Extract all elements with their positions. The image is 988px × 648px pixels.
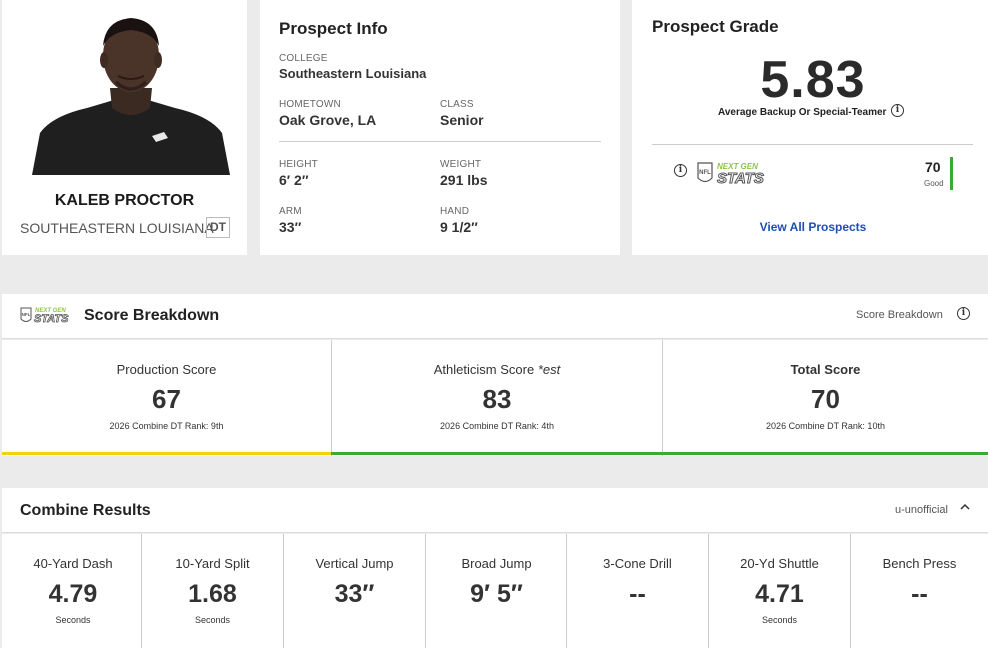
drill-20-yd-shuttle: 20-Yd Shuttle 4.71 Seconds (708, 534, 850, 648)
grade-value: 5.83 (760, 51, 866, 109)
drill-name: 10-Yard Split (175, 556, 250, 571)
info-icon[interactable]: i (891, 104, 904, 117)
score-breakdown-body: Production Score 67 2026 Combine DT Rank… (2, 340, 988, 456)
drill-bench-press: Bench Press -- (850, 534, 988, 648)
score-rank: 2026 Combine DT Rank: 9th (109, 421, 224, 431)
ngs-small-bottom-text: STATS (34, 313, 69, 324)
drill-40-yard-dash: 40-Yard Dash 4.79 Seconds (2, 534, 144, 648)
drill-3-cone: 3-Cone Drill -- (566, 534, 708, 648)
drill-unit: Seconds (55, 615, 91, 625)
drill-value: 9′ 5″ (470, 580, 523, 608)
drill-vertical-jump: Vertical Jump 33″ (283, 534, 425, 648)
position-badge: DT (206, 217, 230, 238)
class-value: Senior (440, 112, 484, 128)
ngs-score-label: Good (924, 179, 944, 188)
score-value: 67 (152, 384, 181, 414)
score-label-text: Athleticism Score *est (433, 362, 561, 377)
player-card: KALEB PROCTOR SOUTHEASTERN LOUISIANA DT (2, 0, 247, 255)
drill-10-yard-split: 10-Yard Split 1.68 Seconds (141, 534, 283, 648)
drill-name: 3-Cone Drill (603, 556, 672, 571)
drill-value: 4.79 (48, 580, 98, 608)
score-label: Production Score (116, 362, 217, 377)
info-icon[interactable]: i (957, 307, 970, 320)
athleticism-total-score-bar (331, 452, 988, 455)
class-label: CLASS (440, 99, 474, 110)
prospect-info-title: Prospect Info (279, 19, 388, 38)
ngs-score-bar (950, 157, 953, 190)
svg-text:NFL: NFL (699, 170, 711, 176)
drill-name: Bench Press (882, 556, 957, 571)
height-label: HEIGHT (279, 159, 318, 170)
prospect-info-card: Prospect Info COLLEGE Southeastern Louis… (260, 0, 620, 255)
score-breakdown-right-label: Score Breakdown (856, 309, 943, 321)
player-school: SOUTHEASTERN LOUISIANA (20, 220, 214, 236)
drill-value: -- (629, 580, 646, 608)
drill-name: Vertical Jump (315, 556, 394, 571)
athleticism-score-column: Athleticism Score *est 83 2026 Combine D… (331, 340, 662, 456)
arm-label: ARM (279, 206, 302, 217)
weight-label: WEIGHT (440, 159, 482, 170)
drill-value: -- (911, 580, 928, 608)
grade-description: Average Backup Or Special-Teamer (718, 107, 887, 118)
chevron-up-icon[interactable] (960, 502, 970, 512)
score-breakdown-header: NFL NEXT GEN STATS Score Breakdown Score… (2, 294, 988, 339)
view-all-prospects-link[interactable]: View All Prospects (759, 220, 867, 234)
ngs-logo-top-text: NEXT GEN (717, 162, 758, 171)
height-value: 6′ 2″ (279, 172, 309, 188)
combine-results-title: Combine Results (20, 502, 151, 519)
production-score-bar (2, 452, 331, 455)
hometown-value: Oak Grove, LA (279, 112, 377, 128)
score-label: Athleticism Score *est (332, 362, 662, 377)
drill-value: 33″ (334, 580, 375, 608)
combine-status: u-unofficial (895, 504, 948, 516)
grade-divider (652, 144, 973, 145)
drill-name: 40-Yard Dash (33, 556, 113, 571)
drill-value: 1.68 (188, 580, 237, 608)
combine-results-header[interactable]: Combine Results u-unofficial (2, 488, 988, 533)
drill-broad-jump: Broad Jump 9′ 5″ (425, 534, 567, 648)
ngs-score: 70 (925, 159, 941, 175)
ngs-small-top-text: NEXT GEN (35, 308, 66, 314)
hometown-label: HOMETOWN (279, 99, 341, 110)
total-score-column: Total Score 70 2026 Combine DT Rank: 10t… (662, 340, 988, 456)
score-value: 83 (482, 384, 512, 414)
drill-value: 4.71 (755, 580, 804, 608)
prospect-grade-title: Prospect Grade (652, 17, 779, 36)
college-label: COLLEGE (279, 53, 328, 64)
score-value: 70 (811, 384, 840, 414)
prospect-grade-card: Prospect Grade 5.83 Average Backup Or Sp… (632, 0, 988, 255)
arm-value: 33″ (279, 219, 302, 235)
hand-value: 9 1/2″ (440, 219, 478, 235)
score-label: Total Score (790, 362, 861, 377)
drill-name: 20-Yd Shuttle (740, 556, 819, 571)
next-gen-stats-logo: NFL NEXT GEN STATS (697, 162, 764, 186)
info-divider (279, 141, 601, 142)
drill-unit: Seconds (194, 615, 231, 625)
score-rank: 2026 Combine DT Rank: 4th (440, 421, 554, 431)
player-name: KALEB PROCTOR (54, 192, 195, 209)
score-rank: 2026 Combine DT Rank: 10th (766, 421, 885, 431)
weight-value: 291 lbs (440, 172, 488, 188)
production-score-column: Production Score 67 2026 Combine DT Rank… (2, 340, 331, 456)
hand-label: HAND (440, 206, 470, 217)
ngs-logo-bottom-text: STATS (717, 170, 764, 186)
college-value: Southeastern Louisiana (279, 66, 427, 81)
drill-unit: Seconds (761, 615, 798, 625)
player-headshot (32, 8, 230, 175)
next-gen-stats-logo: NFL NEXT GEN STATS (20, 307, 69, 324)
combine-results-body: 40-Yard Dash 4.79 Seconds 10-Yard Split … (2, 534, 988, 648)
info-icon[interactable]: i (674, 164, 687, 177)
svg-text:NFL: NFL (22, 312, 31, 317)
score-breakdown-title: Score Breakdown (84, 307, 220, 324)
drill-name: Broad Jump (461, 556, 532, 571)
